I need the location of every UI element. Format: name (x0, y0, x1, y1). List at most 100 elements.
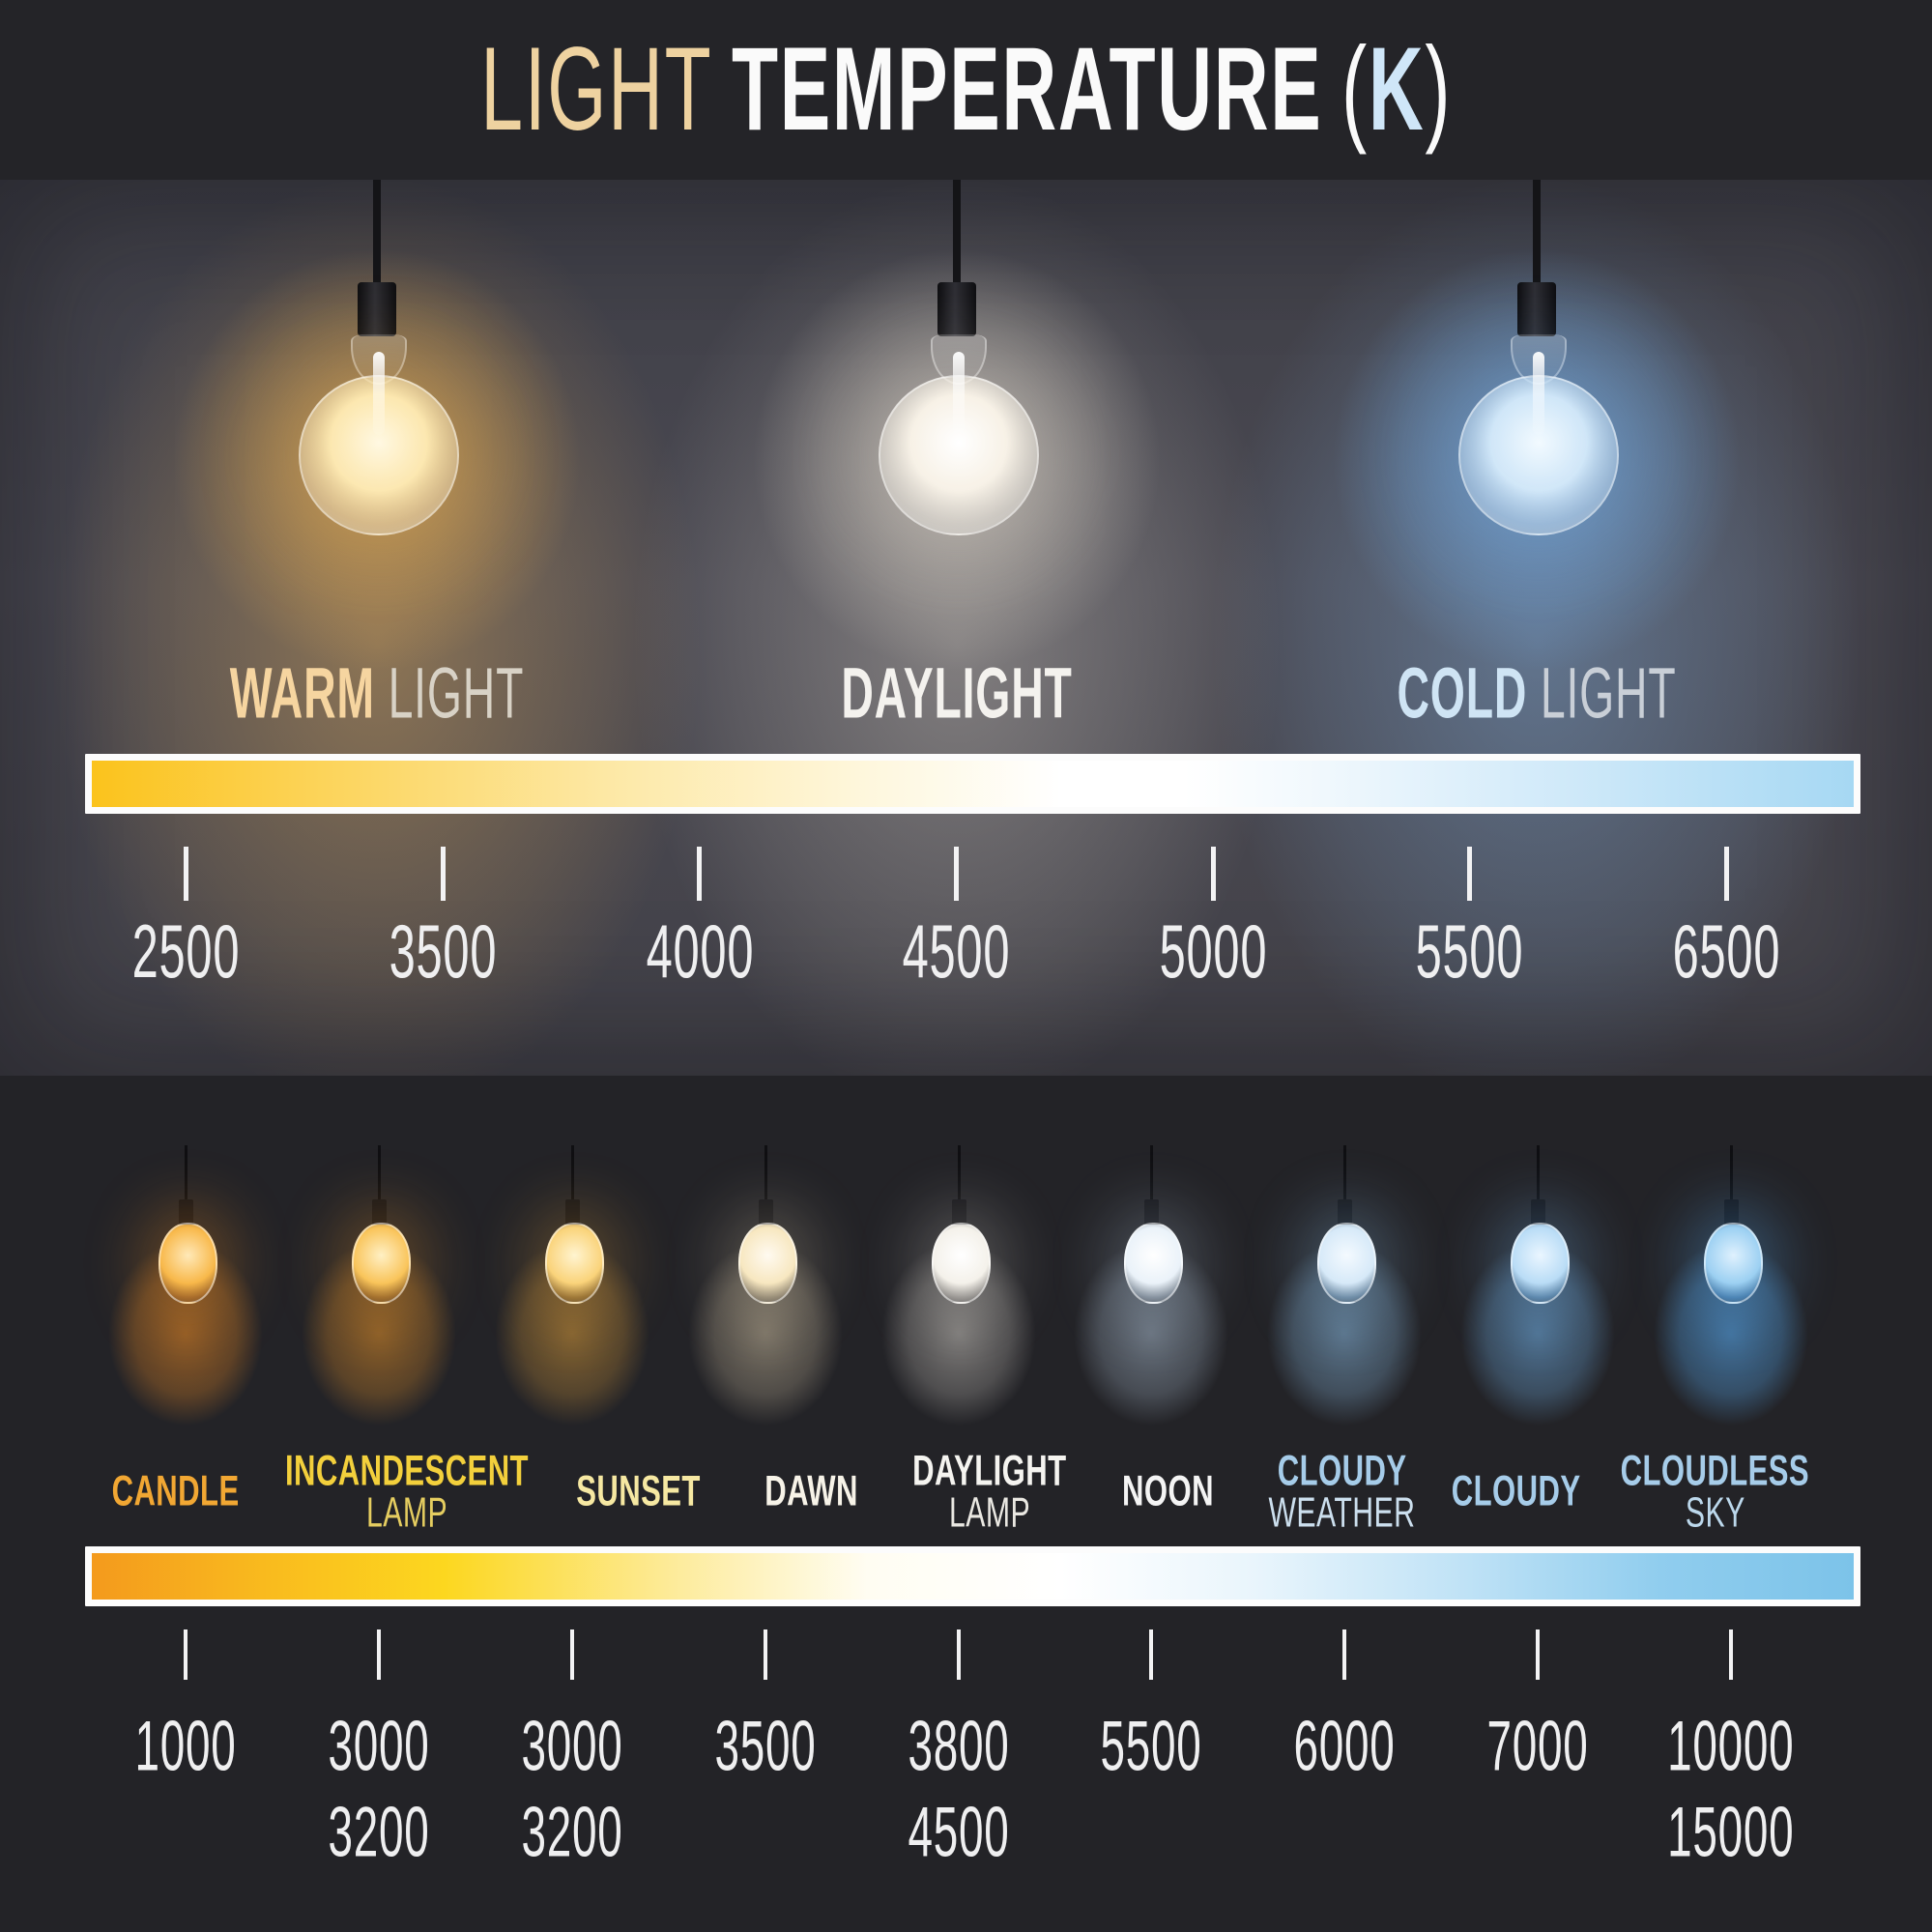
tick-1000 (183, 1629, 187, 1680)
cold-light-label: COLD LIGHT (1362, 653, 1711, 734)
tick-6500 (1723, 847, 1729, 901)
label-noon: NOON (1122, 1466, 1215, 1514)
top-scale-values: 2500 3500 4000 4500 5000 5500 6500 (58, 908, 1855, 994)
tick-3000-3200 (569, 1629, 574, 1680)
bulb-socket (1531, 1199, 1546, 1225)
bulb-glass (299, 375, 459, 535)
tick-4000 (697, 847, 703, 901)
bulb-cord (764, 1145, 767, 1201)
bulb-socket (758, 1199, 773, 1225)
tick-3500 (763, 1629, 767, 1680)
kelvin-symbol: K (1368, 22, 1426, 156)
bulb-glass (544, 1223, 604, 1304)
bulb-socket (371, 1199, 387, 1225)
bulb-cord (1343, 1145, 1347, 1201)
label-dawn: DAWN (764, 1466, 859, 1514)
bulb-cord (1150, 1145, 1154, 1201)
kelvin-value: 5500 (1100, 1707, 1202, 1787)
warm-label-strong: WARM (229, 652, 375, 735)
kelvin-value: 3500 (714, 1707, 817, 1787)
bulb-socket (1338, 1199, 1353, 1225)
page-title: LIGHT TEMPERATURE (K) (480, 22, 1452, 159)
kelvin-value: 10000 15000 (1667, 1707, 1795, 1873)
bulb-cord (184, 1145, 187, 1201)
kelvin-value: 3000 3200 (328, 1707, 430, 1873)
temperature-gradient-bar-top (85, 754, 1860, 814)
cold-label-rest: LIGHT (1540, 652, 1677, 735)
bulb-socket (937, 282, 976, 336)
daylight-label: DAYLIGHT (812, 653, 1101, 734)
tick-2500 (184, 847, 189, 901)
bulb-glass (737, 1223, 797, 1304)
tick-3000-3200 (376, 1629, 381, 1680)
bulb-glass (1511, 1223, 1571, 1304)
title-word-light: LIGHT (480, 22, 713, 156)
kelvin-value: 6500 (1672, 908, 1781, 994)
bulb-glass (879, 375, 1039, 535)
cold-label-strong: COLD (1397, 652, 1528, 735)
kelvin-value: 5500 (1415, 908, 1524, 994)
bulb-glass (1704, 1223, 1764, 1304)
kelvin-value: 3800 4500 (907, 1707, 1010, 1873)
daylight-label-strong: DAYLIGHT (841, 652, 1073, 735)
bulb-socket (1724, 1199, 1740, 1225)
label-candle: CANDLE (111, 1466, 240, 1514)
title-bar: LIGHT TEMPERATURE (K) (0, 0, 1932, 180)
bulb-cord (570, 1145, 574, 1201)
bulb-socket (358, 282, 396, 336)
bulb-socket (1517, 282, 1556, 336)
tick-5000 (1210, 847, 1216, 901)
bulb-glass (1458, 375, 1619, 535)
kelvin-value: 1000 (134, 1707, 237, 1787)
label-sunset: SUNSET (576, 1466, 701, 1514)
bulb-glass (351, 1223, 411, 1304)
bulb-glass (158, 1223, 217, 1304)
tick-4500 (954, 847, 960, 901)
main-scale-section: WARM LIGHT DAYLIGHT COLD LIGHT 2500 3500… (0, 180, 1932, 1076)
label-cloudy-weather: CLOUDY WEATHER (1268, 1446, 1416, 1536)
label-incandescent-lamp: INCANDESCENT LAMP (285, 1446, 530, 1536)
bulb-cord (373, 180, 381, 284)
label-cloudless-sky: CLOUDLESS SKY (1620, 1446, 1810, 1536)
bulb-socket (1144, 1199, 1160, 1225)
label-daylight-lamp: DAYLIGHT LAMP (912, 1446, 1067, 1536)
kelvin-value: 4500 (902, 908, 1011, 994)
bulb-cord (1537, 1145, 1541, 1201)
kelvin-value: 3500 (389, 908, 498, 994)
bulb-socket (564, 1199, 580, 1225)
bulb-glass (1317, 1223, 1377, 1304)
top-scale-ticks (58, 847, 1855, 901)
bulb-cord (957, 1145, 961, 1201)
bulb-glass (931, 1223, 991, 1304)
tick-5500 (1467, 847, 1473, 901)
tick-5500 (1149, 1629, 1154, 1680)
tick-3500 (440, 847, 446, 901)
warm-light-label: WARM LIGHT (193, 653, 562, 734)
bulb-cord (953, 180, 961, 284)
title-word-temperature: TEMPERATURE (731, 22, 1323, 156)
bulb-cord (1730, 1145, 1734, 1201)
bulb-glass (1124, 1223, 1184, 1304)
kelvin-value: 5000 (1159, 908, 1267, 994)
warm-label-rest: LIGHT (388, 652, 525, 735)
tick-6000 (1342, 1629, 1347, 1680)
bulb-cord (1533, 180, 1541, 284)
kelvin-value: 4000 (646, 908, 754, 994)
kelvin-value: 3000 3200 (521, 1707, 623, 1873)
bulb-socket (951, 1199, 966, 1225)
temperature-gradient-bar-bottom (85, 1546, 1860, 1606)
small-bulbs-row (83, 1076, 1833, 1455)
kelvin-value: 2500 (131, 908, 241, 994)
bulb-cord (377, 1145, 381, 1201)
bottom-scale-ticks (89, 1629, 1828, 1680)
detail-scale-section: CANDLE INCANDESCENT LAMP SUNSET DAWN DAYL… (0, 1076, 1932, 1932)
paren-open: ( (1341, 22, 1369, 156)
bottom-scale-values: 1000 3000 3200 3000 3200 3500 3800 4500 550… (89, 1707, 1828, 1873)
tick-3800-4500 (956, 1629, 961, 1680)
title-unit-kelvin: (K) (1341, 22, 1452, 159)
category-labels-row: CANDLE INCANDESCENT LAMP SUNSET DAWN DAYL… (89, 1435, 1828, 1547)
kelvin-value: 7000 (1486, 1707, 1589, 1787)
kelvin-value: 6000 (1293, 1707, 1396, 1787)
label-cloudy: CLOUDY (1451, 1466, 1581, 1514)
